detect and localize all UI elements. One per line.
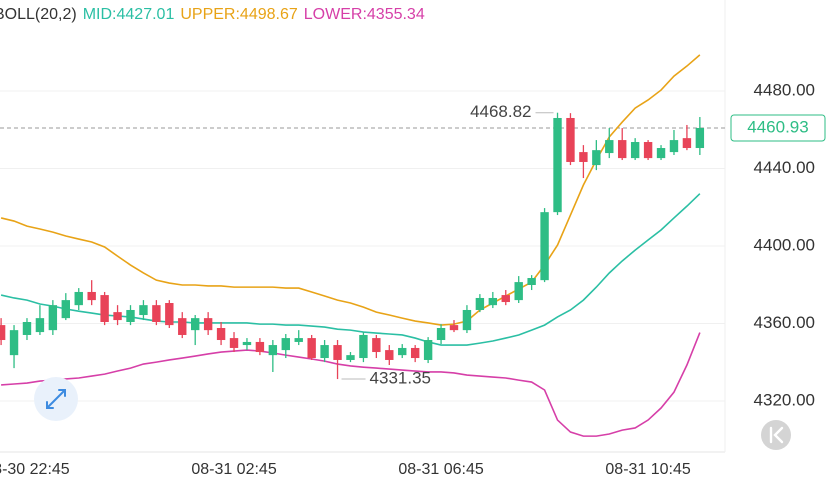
- x-tick-label: 08-31 10:45: [605, 461, 691, 478]
- candle-body: [656, 148, 666, 159]
- candle-body: [488, 297, 498, 306]
- high-annotation: 4468.82: [470, 102, 531, 121]
- candle-body: [281, 338, 290, 351]
- collapse-button[interactable]: [761, 420, 791, 450]
- candle-body: [359, 334, 368, 359]
- x-tick-label: 08-31 02:45: [191, 461, 277, 478]
- candle-body: [255, 341, 265, 353]
- legend-text: :: [112, 6, 116, 23]
- expand-button[interactable]: [34, 377, 78, 421]
- candle-body: [87, 291, 96, 301]
- y-tick-label: 4440.00: [754, 158, 815, 177]
- candle-body: [501, 295, 510, 303]
- y-tick-label: 4360.00: [754, 313, 815, 332]
- expand-icon[interactable]: [46, 389, 66, 409]
- candle-body: [307, 338, 316, 359]
- candle-body: [566, 117, 575, 162]
- candle-body: [100, 295, 109, 322]
- boll-line: [1, 332, 701, 437]
- candle-body: [229, 338, 239, 348]
- y-tick-label: 4320.00: [754, 391, 815, 410]
- x-tick-label: 08-30 22:45: [0, 461, 70, 478]
- candle-body: [0, 325, 6, 341]
- candle-body: [113, 312, 122, 321]
- candle-body: [682, 138, 692, 149]
- boll-line: [0, 193, 701, 346]
- candle-body: [475, 297, 485, 310]
- candle-body: [22, 321, 32, 335]
- low-annotation: 4331.35: [370, 369, 431, 388]
- legend-text: 4498.67: [240, 6, 298, 23]
- candle-body: [126, 309, 135, 322]
- candle-body: [48, 305, 58, 331]
- candle-body: [385, 350, 394, 360]
- collapse-icon[interactable]: [769, 426, 784, 444]
- x-tick-label: 08-31 06:45: [398, 461, 484, 478]
- legend-text: UPPER: [180, 6, 235, 23]
- candle-body: [669, 140, 679, 153]
- candle-body: [152, 305, 161, 322]
- candle-body: [346, 355, 355, 360]
- candle-body: [74, 291, 83, 306]
- legend-text: 4427.01: [117, 6, 175, 23]
- candle-body: [436, 328, 446, 341]
- candle-body: [203, 318, 213, 331]
- last-price-label: 4460.93: [747, 117, 808, 136]
- candle-body: [333, 345, 342, 360]
- candle-body: [242, 341, 252, 346]
- legend-text: BOLL(20,2): [0, 6, 77, 23]
- candle-body: [294, 338, 303, 342]
- candle-body: [643, 142, 653, 159]
- candle-body: [191, 318, 200, 331]
- candle-body: [216, 328, 226, 341]
- candle-body: [618, 140, 627, 159]
- candle-body: [527, 278, 536, 285]
- legend-text: 4355.34: [367, 6, 425, 23]
- legend-text: :: [235, 6, 239, 23]
- boll-line: [0, 54, 701, 326]
- candle-body: [320, 345, 329, 359]
- candle-body: [398, 347, 407, 356]
- candle-body: [695, 128, 705, 149]
- candle-body: [178, 318, 187, 335]
- candle-body: [540, 212, 549, 281]
- candle-body: [605, 140, 614, 154]
- legend-text: MID: [83, 6, 112, 23]
- candle-body: [165, 303, 174, 326]
- candle-body: [423, 340, 433, 360]
- axes: [0, 0, 726, 453]
- y-tick-label: 4480.00: [754, 81, 815, 100]
- candle-body: [268, 345, 278, 356]
- candle-body: [410, 347, 420, 359]
- candle-body: [592, 150, 601, 166]
- candle-body: [462, 309, 472, 331]
- candle-body: [553, 117, 562, 213]
- candle-body: [449, 325, 459, 331]
- last-price-box: [730, 114, 826, 142]
- candle-body: [630, 142, 640, 159]
- candle-body: [35, 318, 45, 333]
- candle-body: [579, 152, 588, 162]
- plot: [0, 54, 725, 437]
- y-tick-label: 4400.00: [754, 236, 815, 255]
- candle-body: [514, 282, 523, 301]
- candle-body: [139, 305, 148, 316]
- legend-text: LOWER: [304, 6, 363, 23]
- legend: BOLL(20,2) MID:4427.01 UPPER:4498.67 LOWER:…: [0, 6, 425, 23]
- candle-body: [372, 338, 381, 353]
- candle-body: [9, 330, 19, 356]
- legend-text: :: [362, 6, 366, 23]
- candle-body: [61, 300, 70, 319]
